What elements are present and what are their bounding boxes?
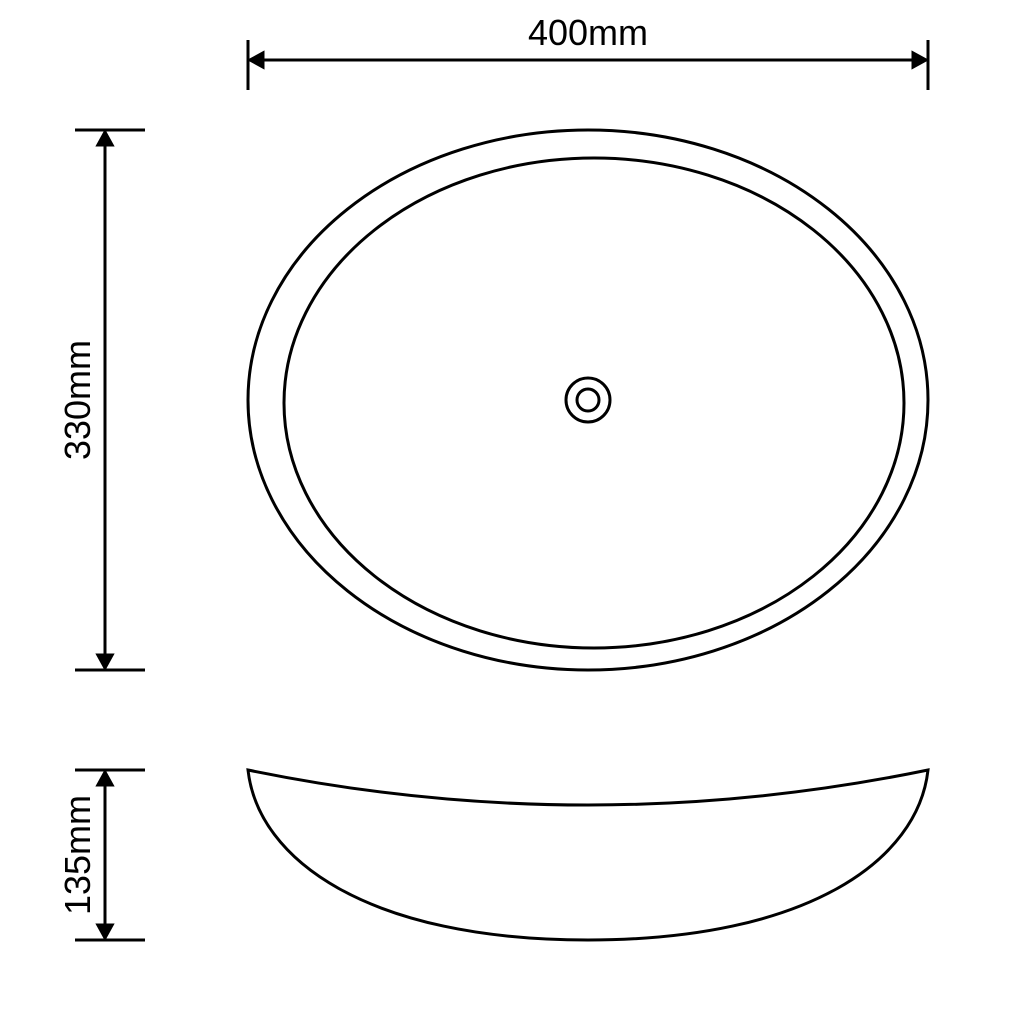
dim-depth-label: 135mm [57, 795, 98, 915]
basin-inner-rim [284, 158, 904, 648]
basin-outer-rim [248, 130, 928, 670]
drain-inner [577, 389, 599, 411]
side-profile [248, 770, 928, 940]
dim-height-label: 330mm [57, 340, 98, 460]
dim-width-label: 400mm [528, 12, 648, 53]
drain-outer [566, 378, 610, 422]
top-view [248, 130, 928, 670]
